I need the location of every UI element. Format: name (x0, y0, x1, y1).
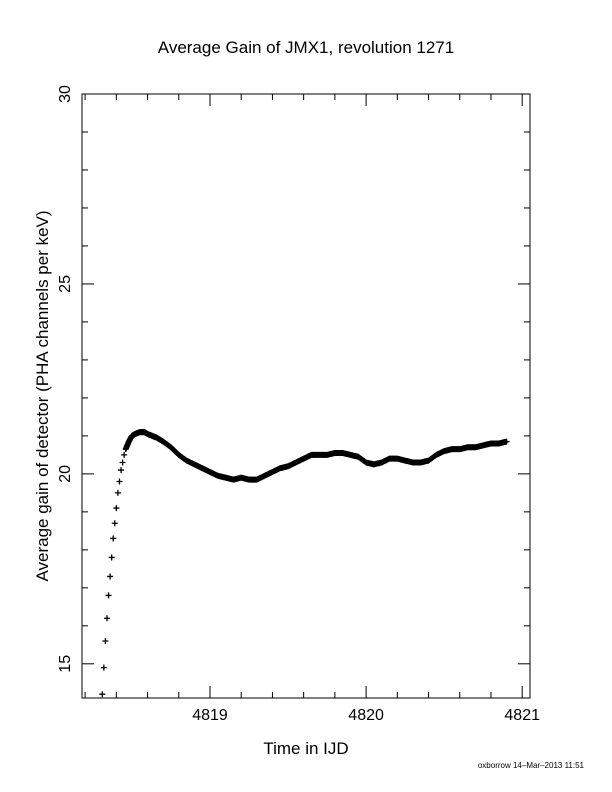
x-tick-label: 4819 (192, 707, 228, 724)
data-point-marker (99, 691, 106, 698)
x-tick-label: 4821 (504, 707, 540, 724)
data-point-marker (114, 489, 121, 496)
y-tick-label: 15 (57, 655, 74, 673)
data-point-marker (121, 451, 128, 458)
data-point-marker (503, 438, 510, 445)
data-point-marker (119, 459, 126, 466)
data-point-marker (105, 592, 112, 599)
data-point-marker (116, 478, 123, 485)
data-point-marker (102, 638, 109, 645)
series-markers (99, 429, 510, 698)
axes: 4819 4820 4821 15 20 25 30 (57, 85, 540, 724)
y-tick-label: 25 (57, 275, 74, 293)
x-axis-label: Time in IJD (263, 739, 348, 758)
data-point-marker (107, 573, 114, 580)
y-tick-label: 30 (57, 85, 74, 103)
y-axis-label: Average gain of detector (PHA channels p… (33, 210, 52, 581)
data-point-marker (103, 615, 110, 622)
x-tick-label: 4820 (348, 707, 384, 724)
plot-frame (81, 93, 531, 699)
footer-credit: oxborrow 14–Mar–2013 11:51 (478, 761, 585, 770)
chart-title: Average Gain of JMX1, revolution 1271 (158, 38, 454, 57)
data-point-marker (100, 664, 107, 671)
data-point-marker (118, 467, 125, 474)
data-point-marker (111, 520, 118, 527)
y-tick-label: 20 (57, 465, 74, 483)
data-point-marker (113, 505, 120, 512)
data-point-marker (110, 535, 117, 542)
data-point-marker (108, 554, 115, 561)
